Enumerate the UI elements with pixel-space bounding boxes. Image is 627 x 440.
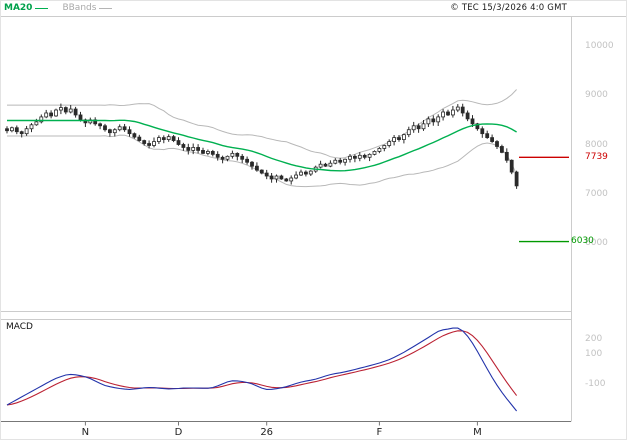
y-axis-label-10000: 10000 [585,41,614,51]
x-axis-label-26: 26 [260,427,274,438]
y-axis-label-7000: 7000 [585,188,608,199]
macd-y-label-200: 200 [585,334,603,344]
macd-panel-label: MACD [6,322,33,332]
price-panel [5,89,519,189]
x-axis-label-F: F [376,427,383,438]
macd-panel [6,327,518,412]
ma20-line [7,119,517,172]
y-axis-label-8000: 8000 [585,139,608,150]
bbands-legend-label: BBands [62,3,97,13]
x-axis-label-M: M [473,427,482,438]
bollinger-upper-band [7,89,517,159]
macd-signal-line [6,330,518,406]
level-label-7739: 7739 [585,152,608,163]
y-axis-label-9000: 9000 [585,90,608,101]
bbands-legend-line [99,8,113,9]
copyright-text: © TEC 15/3/2026 4:0 GMT [450,3,567,13]
x-axis-label-D: D [174,427,183,438]
ma20-legend-label: MA20 [4,3,33,13]
macd-y-label--100: -100 [585,379,606,389]
y-axis-label-6000: 6000 [585,238,608,248]
chart-legend: MA20 BBands © TEC 15/3/2026 4:0 GMT [4,2,625,15]
ma20-legend-line [35,8,49,9]
bollinger-lower-band [7,134,518,188]
candles-series [5,103,519,189]
x-axis-label-N: N [81,427,90,438]
level-label-6030: 6030 [571,235,594,246]
macd-y-label-100: 100 [585,349,603,359]
macd-line [6,327,518,412]
